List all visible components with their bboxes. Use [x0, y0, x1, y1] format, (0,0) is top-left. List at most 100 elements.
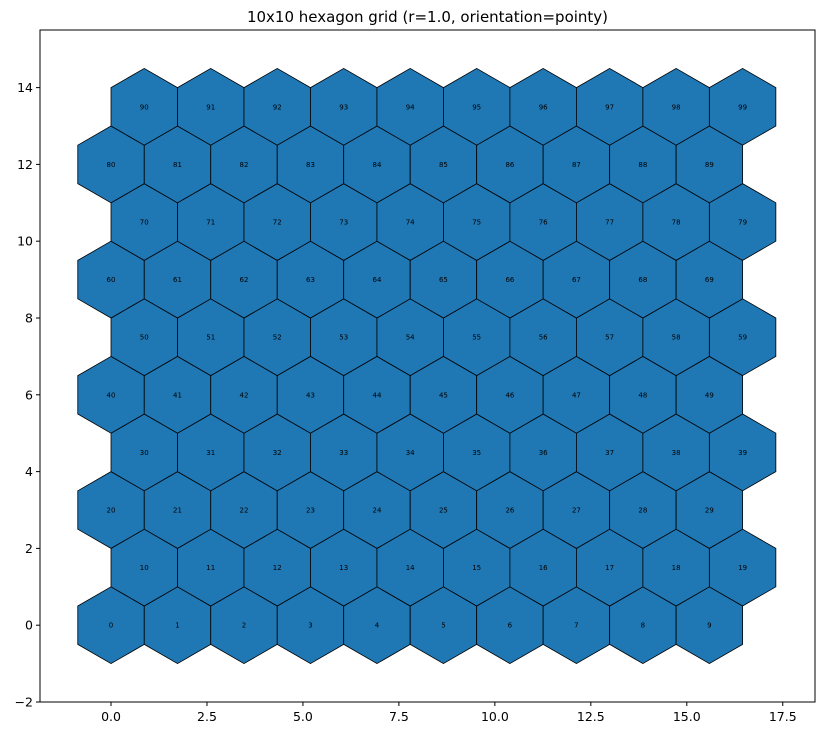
hex-cell-label-66: 66	[505, 276, 514, 284]
hex-cell-label-55: 55	[472, 334, 481, 342]
hex-cell-label-2: 2	[242, 622, 246, 630]
x-tick-label: 5.0	[293, 709, 313, 724]
hex-cell-label-62: 62	[240, 276, 249, 284]
hex-cell-label-0: 0	[109, 622, 113, 630]
hex-cell-label-89: 89	[705, 161, 714, 169]
hex-cell-label-37: 37	[605, 449, 614, 457]
hex-cell-label-44: 44	[372, 391, 381, 399]
hex-cell-label-29: 29	[705, 507, 714, 515]
x-tick-label: 0.0	[101, 709, 121, 724]
hex-cell-label-57: 57	[605, 334, 614, 342]
hex-cell-label-45: 45	[439, 391, 448, 399]
hex-cell-label-75: 75	[472, 219, 481, 227]
hex-cell-label-86: 86	[505, 161, 514, 169]
hex-cell-label-10: 10	[140, 564, 149, 572]
x-tick-label: 17.5	[769, 709, 797, 724]
y-axis: −2 0 2 4 6 8 10 12 14	[15, 80, 40, 710]
hex-cell-label-5: 5	[441, 622, 445, 630]
hex-cell-label-41: 41	[173, 391, 182, 399]
hex-cell-label-19: 19	[738, 564, 747, 572]
hex-cell-label-78: 78	[672, 219, 681, 227]
hex-cell-label-65: 65	[439, 276, 448, 284]
x-tick-label: 15.0	[673, 709, 701, 724]
y-tick-label: 10	[17, 234, 33, 249]
hex-cell-label-60: 60	[107, 276, 116, 284]
y-tick-label: 6	[25, 387, 33, 402]
hex-cell-label-79: 79	[738, 219, 747, 227]
x-tick-label: 10.0	[481, 709, 509, 724]
hex-cell-label-28: 28	[638, 507, 647, 515]
x-axis: 0.0 2.5 5.0 7.5 10.0 12.5 15.0 17.5	[101, 702, 797, 724]
hex-cell-label-88: 88	[638, 161, 647, 169]
y-tick-label: 2	[25, 541, 33, 556]
hex-cell-label-94: 94	[406, 103, 415, 111]
hex-cell-label-53: 53	[339, 334, 348, 342]
hex-cell-label-54: 54	[406, 334, 415, 342]
hex-cell-label-23: 23	[306, 507, 315, 515]
hex-cell-label-32: 32	[273, 449, 282, 457]
hex-cell-label-80: 80	[107, 161, 116, 169]
hex-cell-label-61: 61	[173, 276, 182, 284]
hex-cell-label-42: 42	[240, 391, 249, 399]
hex-cell-label-6: 6	[508, 622, 513, 630]
x-tick-label: 12.5	[577, 709, 605, 724]
plot-area-frame	[39, 29, 816, 703]
hex-cell-label-81: 81	[173, 161, 182, 169]
hex-cell-label-67: 67	[572, 276, 581, 284]
y-tick-label: 0	[25, 618, 33, 633]
hex-cell-label-4: 4	[375, 622, 380, 630]
hex-cell-label-38: 38	[672, 449, 681, 457]
hex-cell-label-92: 92	[273, 103, 282, 111]
hex-cell-label-16: 16	[539, 564, 548, 572]
hex-cell-label-22: 22	[240, 507, 249, 515]
hex-cell-label-68: 68	[638, 276, 647, 284]
hex-cell-label-83: 83	[306, 161, 315, 169]
y-tick-label: 14	[17, 80, 33, 95]
hex-cell-label-27: 27	[572, 507, 581, 515]
hex-cell-label-95: 95	[472, 103, 481, 111]
hex-cell-99	[708, 67, 777, 146]
hex-cell-label-11: 11	[206, 564, 215, 572]
hex-cell-label-51: 51	[206, 334, 215, 342]
hex-cell-label-36: 36	[539, 449, 548, 457]
y-tick-label: −2	[15, 695, 33, 710]
hex-cell-label-33: 33	[339, 449, 348, 457]
hex-cell-label-3: 3	[308, 622, 312, 630]
hex-cell-label-13: 13	[339, 564, 348, 572]
hex-cell-label-56: 56	[539, 334, 548, 342]
hex-cell-label-15: 15	[472, 564, 481, 572]
chart-title: 10x10 hexagon grid (r=1.0, orientation=p…	[247, 8, 608, 26]
hex-cell-label-63: 63	[306, 276, 315, 284]
x-tick-label: 2.5	[197, 709, 217, 724]
hex-cell-label-46: 46	[505, 391, 514, 399]
x-tick-label: 7.5	[389, 709, 409, 724]
hex-cell-label-98: 98	[672, 103, 681, 111]
hex-cell-label-76: 76	[539, 219, 548, 227]
hex-cell-label-47: 47	[572, 391, 581, 399]
hex-cell-label-39: 39	[738, 449, 747, 457]
hex-cell-label-48: 48	[638, 391, 647, 399]
hex-cell-label-91: 91	[206, 103, 215, 111]
hex-cell-label-73: 73	[339, 219, 348, 227]
hex-cell-label-64: 64	[372, 276, 381, 284]
hex-cell-label-70: 70	[140, 219, 149, 227]
hex-cell-label-52: 52	[273, 334, 282, 342]
hex-cell-label-21: 21	[173, 507, 182, 515]
hex-cell-label-96: 96	[539, 103, 548, 111]
hex-cell-label-77: 77	[605, 219, 614, 227]
hex-cell-label-99: 99	[738, 103, 747, 111]
hex-cell-label-34: 34	[406, 449, 415, 457]
hex-cell-label-50: 50	[140, 334, 149, 342]
hex-cell-label-43: 43	[306, 391, 315, 399]
hex-cell-label-93: 93	[339, 103, 348, 111]
hex-cell-label-9: 9	[707, 622, 711, 630]
hex-cell-label-30: 30	[140, 449, 149, 457]
hex-cell-label-90: 90	[140, 103, 149, 111]
hex-cell-label-40: 40	[107, 391, 116, 399]
hex-cell-label-97: 97	[605, 103, 614, 111]
y-tick-label: 4	[25, 464, 33, 479]
hex-cell-label-82: 82	[240, 161, 249, 169]
